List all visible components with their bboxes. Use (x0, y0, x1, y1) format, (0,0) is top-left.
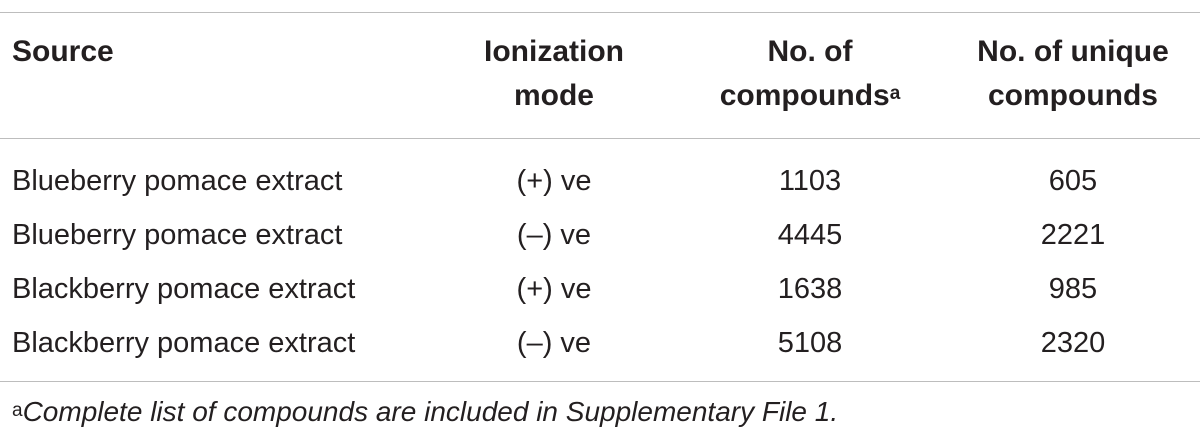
footnote-mark: a (12, 400, 23, 421)
header-compounds-footnote-mark: a (889, 83, 901, 104)
header-source: Source (12, 30, 312, 74)
cell-no-of-unique-compounds: 985 (1048, 273, 1098, 305)
cell-ionization-mode: (+) ve (516, 273, 592, 305)
table-header: Source Ionization mode No. of compoundsa… (0, 30, 1200, 120)
cell-ionization-mode: (–) ve (516, 219, 592, 251)
cell-source: Blueberry pomace extract (12, 219, 343, 251)
header-unique-line1: No. of unique (977, 35, 1169, 68)
header-unique-line2: compounds (988, 79, 1158, 112)
header-compounds-line2: compounds (719, 79, 890, 112)
table-top-rule (0, 12, 1200, 13)
table-header-rule (0, 138, 1200, 139)
header-ionization-line1: Ionization (484, 35, 624, 68)
header-no-of-compounds: No. of compoundsa (680, 30, 940, 118)
header-ionization-line2: mode (513, 79, 594, 112)
header-source-label: Source (12, 35, 114, 68)
cell-source: Blackberry pomace extract (12, 273, 356, 305)
header-compounds-line2-wrap: compoundsa (680, 74, 940, 118)
cell-no-of-compounds: 1638 (777, 273, 843, 305)
table-row: Blackberry pomace extract (+) ve 1638 98… (0, 262, 1200, 316)
cell-source: Blackberry pomace extract (12, 327, 356, 359)
cell-source: Blueberry pomace extract (12, 165, 343, 197)
table-row: Blackberry pomace extract (–) ve 5108 23… (0, 316, 1200, 370)
table-bottom-rule (0, 381, 1200, 382)
table-footnote: aComplete list of compounds are included… (12, 392, 1192, 432)
cell-no-of-compounds: 5108 (777, 327, 843, 359)
table-row: Blueberry pomace extract (+) ve 1103 605 (0, 154, 1200, 208)
cell-ionization-mode: (+) ve (516, 165, 592, 197)
cell-no-of-unique-compounds: 2221 (1040, 219, 1106, 251)
footnote-text: Complete list of compounds are included … (22, 396, 839, 427)
header-no-of-unique-compounds: No. of unique compounds (950, 30, 1196, 118)
cell-no-of-unique-compounds: 2320 (1040, 327, 1106, 359)
cell-no-of-compounds: 1103 (778, 165, 842, 197)
header-ionization-mode: Ionization mode (434, 30, 674, 118)
table-row: Blueberry pomace extract (–) ve 4445 222… (0, 208, 1200, 262)
cell-no-of-compounds: 4445 (777, 219, 843, 251)
cell-no-of-unique-compounds: 605 (1048, 165, 1098, 197)
header-compounds-line1: No. of (767, 35, 853, 68)
cell-ionization-mode: (–) ve (516, 327, 592, 359)
